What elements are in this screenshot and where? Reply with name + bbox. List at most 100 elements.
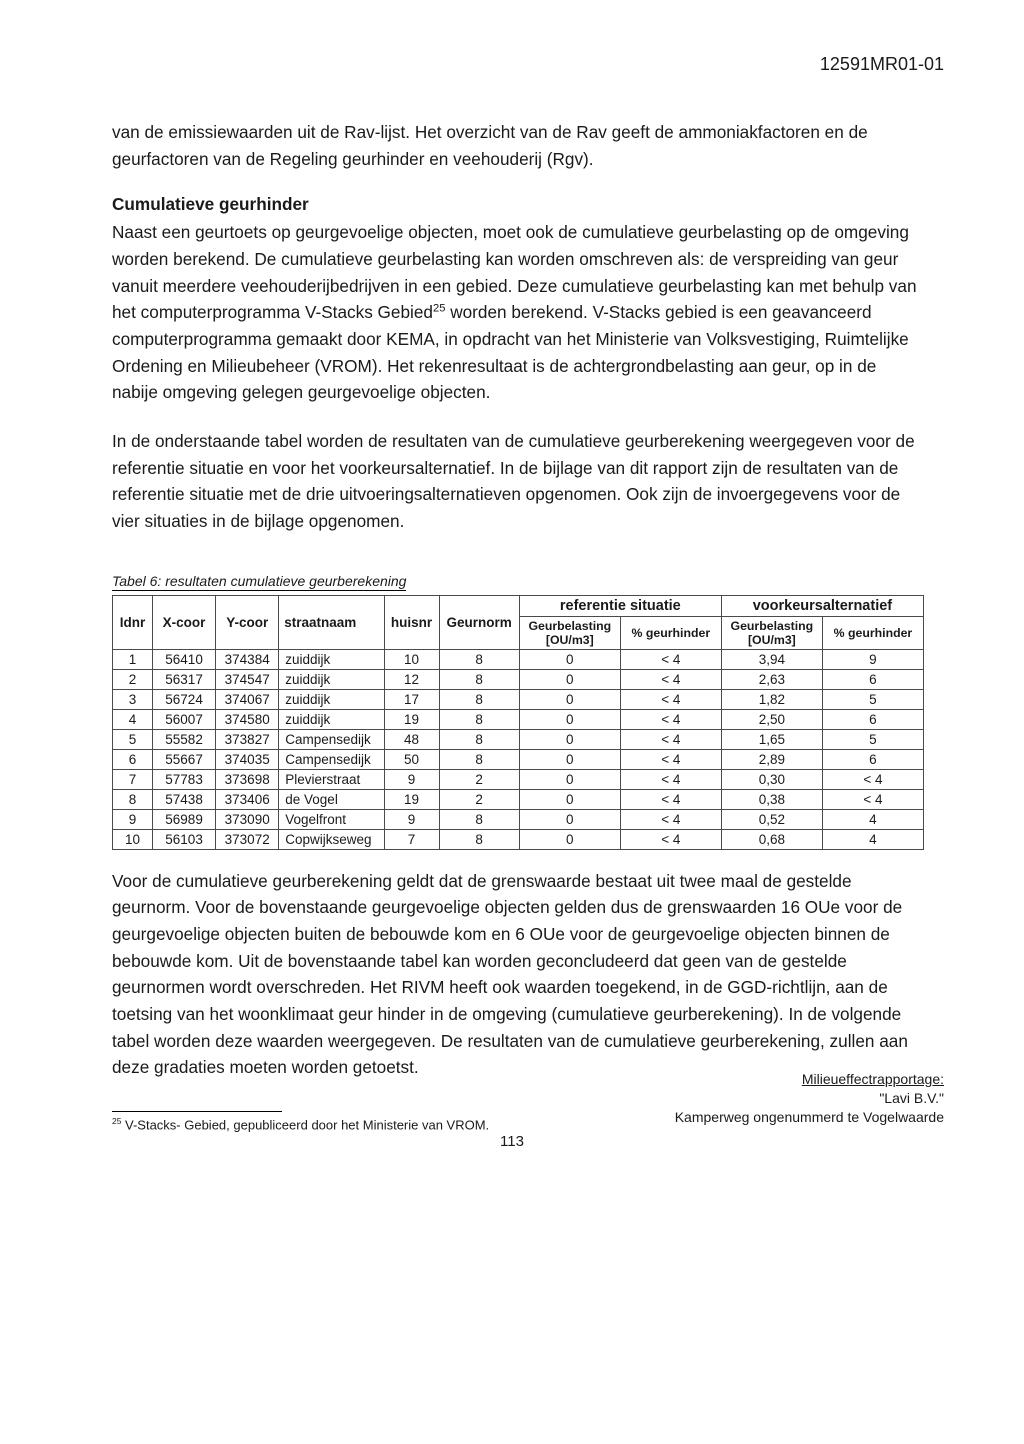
table-cell: 0 <box>519 809 620 829</box>
paragraph-3: Voor de cumulatieve geurberekening geldt… <box>112 868 924 1081</box>
footnote-ref: 25 <box>433 303 445 315</box>
table-cell: 373072 <box>216 829 279 849</box>
table-cell: 57438 <box>152 789 215 809</box>
table-cell: 373406 <box>216 789 279 809</box>
footnote-number: 25 <box>112 1116 121 1126</box>
page-number: 113 <box>0 1133 1024 1150</box>
table-cell: 3 <box>113 689 153 709</box>
table-row: 555582373827Campensedijk4880< 41,655 <box>113 729 924 749</box>
table-cell: < 4 <box>620 789 721 809</box>
table-cell: < 4 <box>620 829 721 849</box>
table-cell: zuiddijk <box>279 669 384 689</box>
table-cell: 0 <box>519 729 620 749</box>
group-voorkeur: voorkeursalternatief <box>721 595 923 616</box>
table-cell: 8 <box>439 809 519 829</box>
col-ycoor: Y-coor <box>216 595 279 649</box>
table-cell: 5 <box>113 729 153 749</box>
table-cell: 0,30 <box>721 769 822 789</box>
table-cell: 0 <box>519 709 620 729</box>
table-cell: Copwijkseweg <box>279 829 384 849</box>
table-cell: zuiddijk <box>279 689 384 709</box>
table-cell: 56103 <box>152 829 215 849</box>
paragraph-1: Naast een geurtoets op geurgevoelige obj… <box>112 219 924 406</box>
table-cell: 9 <box>384 769 439 789</box>
table-cell: Campensedijk <box>279 729 384 749</box>
paragraph-2: In de onderstaande tabel worden de resul… <box>112 428 924 535</box>
table-cell: 4 <box>822 809 923 829</box>
table-cell: 0 <box>519 669 620 689</box>
table-cell: 8 <box>439 709 519 729</box>
table-cell: 374580 <box>216 709 279 729</box>
sub-geurbelasting-alt: Geurbelasting [OU/m3] <box>721 616 822 649</box>
table-cell: < 4 <box>620 769 721 789</box>
table-cell: 4 <box>822 829 923 849</box>
table-cell: Vogelfront <box>279 809 384 829</box>
table-row: 456007374580zuiddijk1980< 42,506 <box>113 709 924 729</box>
table-cell: 5 <box>822 689 923 709</box>
table-cell: 57783 <box>152 769 215 789</box>
table-cell: 6 <box>822 709 923 729</box>
table-cell: 374035 <box>216 749 279 769</box>
footnote-text: V-Stacks- Gebied, gepubliceerd door het … <box>121 1117 489 1132</box>
col-xcoor: X-coor <box>152 595 215 649</box>
group-referentie: referentie situatie <box>519 595 721 616</box>
table-cell: zuiddijk <box>279 709 384 729</box>
table-row: 655667374035Campensedijk5080< 42,896 <box>113 749 924 769</box>
table-row: 1056103373072Copwijkseweg780< 40,684 <box>113 829 924 849</box>
table-cell: 0 <box>519 769 620 789</box>
table-cell: 8 <box>439 669 519 689</box>
table-cell: 3,94 <box>721 649 822 669</box>
table-cell: 8 <box>439 829 519 849</box>
document-code: 12591MR01-01 <box>112 54 944 75</box>
table-cell: 8 <box>439 749 519 769</box>
footer-line2: "Lavi B.V." <box>675 1089 944 1108</box>
table-row: 956989373090Vogelfront980< 40,524 <box>113 809 924 829</box>
footer-line3: Kamperweg ongenummerd te Vogelwaarde <box>675 1108 944 1127</box>
table-cell: 0 <box>519 829 620 849</box>
table-cell: 0 <box>519 649 620 669</box>
table-cell: Plevierstraat <box>279 769 384 789</box>
table-cell: 373827 <box>216 729 279 749</box>
table-cell: 7 <box>384 829 439 849</box>
table-cell: 48 <box>384 729 439 749</box>
table-cell: Campensedijk <box>279 749 384 769</box>
table-cell: < 4 <box>620 809 721 829</box>
table-cell: 8 <box>439 689 519 709</box>
table-cell: < 4 <box>620 649 721 669</box>
table-cell: 56007 <box>152 709 215 729</box>
table-cell: zuiddijk <box>279 649 384 669</box>
table-cell: 0 <box>519 749 620 769</box>
table-cell: 373090 <box>216 809 279 829</box>
table-cell: < 4 <box>822 789 923 809</box>
table-caption: Tabel 6: resultaten cumulatieve geurbere… <box>112 573 406 591</box>
table-cell: 6 <box>822 669 923 689</box>
table-cell: 9 <box>384 809 439 829</box>
table-cell: 0 <box>519 689 620 709</box>
table-cell: 1,82 <box>721 689 822 709</box>
table-cell: 19 <box>384 709 439 729</box>
table-row: 256317374547zuiddijk1280< 42,636 <box>113 669 924 689</box>
table-cell: 8 <box>113 789 153 809</box>
table-row: 757783373698Plevierstraat920< 40,30< 4 <box>113 769 924 789</box>
footer-line1: Milieueffectrapportage: <box>675 1070 944 1089</box>
table-cell: 56410 <box>152 649 215 669</box>
table-cell: 0 <box>519 789 620 809</box>
table-cell: 56724 <box>152 689 215 709</box>
table-cell: 2 <box>439 789 519 809</box>
table-cell: 9 <box>113 809 153 829</box>
table-cell: 374547 <box>216 669 279 689</box>
table-row: 356724374067zuiddijk1780< 41,825 <box>113 689 924 709</box>
section-heading: Cumulatieve geurhinder <box>112 194 924 215</box>
footer-block: Milieueffectrapportage: "Lavi B.V." Kamp… <box>675 1070 944 1127</box>
table-cell: 2,89 <box>721 749 822 769</box>
table-cell: 1,65 <box>721 729 822 749</box>
table-cell: 55667 <box>152 749 215 769</box>
table-cell: 0,38 <box>721 789 822 809</box>
table-cell: 5 <box>822 729 923 749</box>
sub-geurbelasting-ref: Geurbelasting [OU/m3] <box>519 616 620 649</box>
table-cell: < 4 <box>620 749 721 769</box>
intro-paragraph: van de emissiewaarden uit de Rav-lijst. … <box>112 119 924 172</box>
table-cell: 8 <box>439 729 519 749</box>
results-table: Idnr X-coor Y-coor straatnaam huisnr Geu… <box>112 595 924 850</box>
table-cell: 4 <box>113 709 153 729</box>
